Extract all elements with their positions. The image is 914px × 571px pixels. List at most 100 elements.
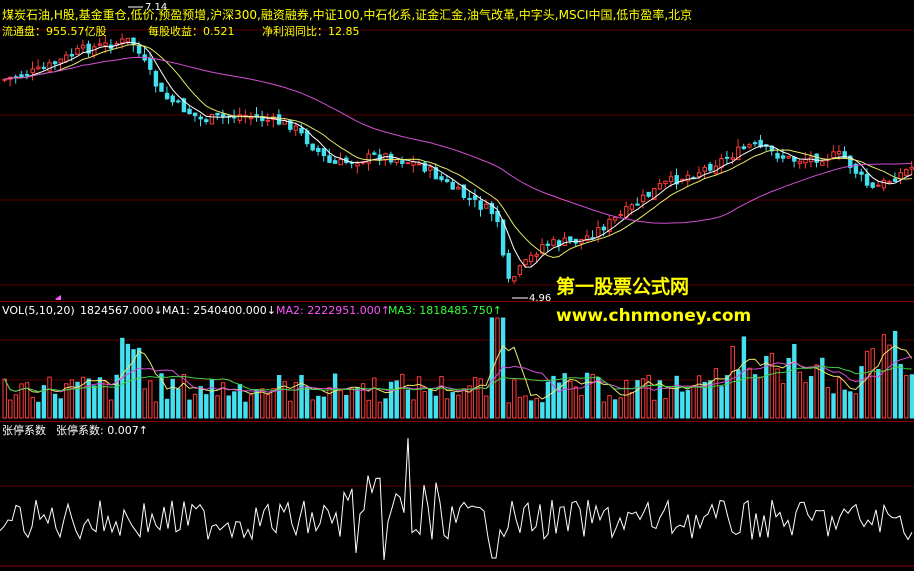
volume-bar (478, 378, 483, 419)
candle-body (551, 239, 556, 246)
candle-body (388, 153, 394, 163)
candle-body (657, 183, 663, 190)
volume-bar (226, 395, 231, 419)
candle-body (904, 169, 909, 176)
volume-bar (506, 402, 511, 419)
volume-ma2-line (4, 355, 912, 393)
eps-label: 每股收益：0.521 (148, 25, 235, 38)
volume-bar (612, 399, 618, 419)
volume-bar (377, 401, 383, 419)
volume-bar (131, 349, 136, 419)
candle-body (864, 173, 870, 186)
candle-body (24, 74, 30, 77)
volume-bar (702, 381, 707, 419)
volume-bar (327, 387, 332, 419)
candle-body (355, 163, 360, 167)
candle-body (472, 195, 478, 200)
candle-body (288, 120, 293, 130)
candle-body (568, 236, 573, 241)
volume-bar (685, 389, 691, 419)
watermark-title: 第一股票公式网 (556, 276, 690, 298)
volume-bar (523, 395, 528, 419)
volume-bar (75, 381, 80, 419)
volume-bar (472, 376, 478, 419)
candle-body (629, 204, 635, 210)
volume-bar (41, 385, 47, 419)
candle-body (775, 153, 780, 159)
candle-body (316, 147, 321, 152)
volume-bar (69, 379, 75, 419)
panel-separator (0, 421, 914, 422)
volume-bar (243, 401, 248, 419)
candle-body (859, 171, 864, 175)
candle-body (612, 217, 618, 221)
volume-bar (394, 380, 399, 419)
volume-bar (164, 398, 170, 419)
volume-bar (853, 393, 859, 419)
candle-body (870, 182, 875, 188)
candle-body (506, 252, 511, 279)
candle-body (405, 162, 411, 165)
volume-bar (215, 395, 220, 419)
candle-body (562, 237, 567, 246)
candle-body (517, 265, 523, 275)
volume-bar (652, 399, 657, 419)
volume-bar (680, 391, 685, 419)
volume-bar (764, 355, 769, 419)
volume-bar (30, 396, 35, 419)
candle-body (293, 125, 299, 131)
candle-body (170, 95, 175, 103)
volume-bar (142, 388, 147, 419)
volume-bar (780, 383, 786, 419)
candle-body (52, 61, 58, 65)
volume-bar (601, 401, 607, 419)
volume-bar (148, 380, 153, 419)
candle-body (209, 113, 215, 125)
volume-bar (590, 373, 595, 419)
volume-bar (876, 369, 881, 419)
volume-bar (159, 373, 164, 419)
candle-body (512, 276, 517, 282)
candle-body (489, 202, 495, 215)
candle-body (19, 74, 24, 78)
candle-body (176, 100, 181, 103)
ma2-value: MA2: 2222951.000↑ (276, 304, 390, 317)
candle-body (780, 155, 786, 159)
volume-bar (864, 350, 870, 419)
volume-bar (366, 399, 371, 419)
candle-body (601, 226, 607, 231)
volume-bar (433, 395, 439, 419)
volume-bar (271, 388, 276, 419)
volume-bar (416, 376, 422, 419)
profit-growth-label: 净利润同比：12.85 (262, 25, 360, 38)
candle-body (338, 158, 343, 166)
candle-body (876, 184, 881, 187)
candle-body (36, 66, 41, 70)
volume-bar (58, 398, 63, 419)
candle-body (836, 150, 842, 155)
ma5-line (4, 41, 912, 268)
volume-bar (579, 394, 584, 419)
scroll-left-icon (55, 295, 61, 300)
candle-body (708, 163, 713, 171)
volume-bar (383, 398, 388, 419)
candle-body (58, 58, 63, 64)
candle-body (428, 166, 433, 171)
low-price-label: 4.96 (529, 293, 552, 304)
volume-bar (400, 373, 405, 419)
volume-bar (568, 380, 573, 419)
volume-bar (775, 368, 780, 419)
candle-body (797, 160, 803, 164)
volume-bar (310, 399, 315, 419)
volume-bar (321, 396, 327, 419)
volume-bar (831, 393, 836, 419)
candle-body (545, 243, 551, 246)
candle-body (232, 116, 237, 119)
volume-bar (220, 382, 226, 419)
candle-body (120, 38, 125, 44)
volume-bar (80, 376, 86, 419)
indicator-line (0, 437, 913, 561)
candle-body (215, 112, 220, 116)
volume-bar (646, 374, 651, 419)
